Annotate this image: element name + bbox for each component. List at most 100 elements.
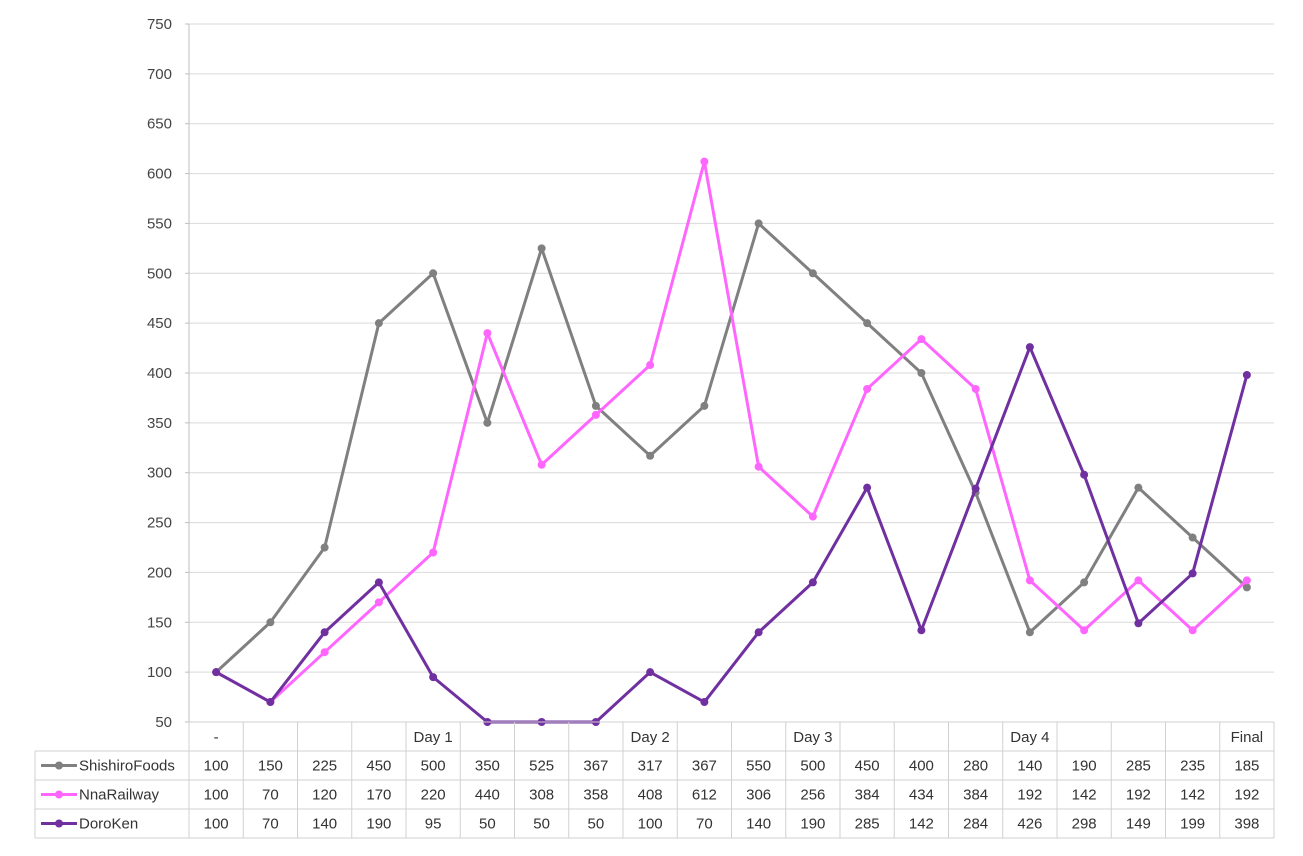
x-category-label: Day 1 (414, 729, 453, 746)
table-cell-value: 398 (1234, 816, 1259, 833)
data-point (754, 219, 763, 228)
data-point (971, 484, 980, 493)
y-tick-label: 700 (147, 66, 172, 83)
data-point (374, 598, 383, 607)
table-cell-value: 185 (1234, 758, 1259, 775)
data-point (429, 548, 438, 557)
data-point (1188, 533, 1197, 542)
table-cell-value: 50 (533, 816, 550, 833)
data-point (320, 628, 329, 637)
legend-series-name: NnaRailway (79, 787, 160, 804)
y-tick-label: 550 (147, 215, 172, 232)
series-line (214, 160, 1249, 704)
table-cell-value: 70 (262, 787, 279, 804)
data-point (212, 668, 221, 677)
data-point (646, 668, 655, 677)
table-cell-value: 358 (583, 787, 608, 804)
data-point (320, 648, 329, 657)
data-point (863, 483, 872, 492)
table-cell-value: 500 (421, 758, 446, 775)
x-category-label: Day 2 (631, 729, 670, 746)
data-point (1242, 583, 1251, 592)
table-cell-value: 225 (312, 758, 337, 775)
data-point (1134, 576, 1143, 585)
y-tick-label: 400 (147, 365, 172, 382)
data-point (537, 460, 546, 469)
table-cell-value: 256 (800, 787, 825, 804)
table-cell-value: 440 (475, 787, 500, 804)
data-point (591, 410, 600, 419)
y-tick-label: 300 (147, 465, 172, 482)
data-point (646, 361, 655, 370)
table-cell-value: 190 (800, 816, 825, 833)
y-tick-label: 350 (147, 415, 172, 432)
series-line (214, 345, 1249, 724)
data-point (917, 335, 926, 344)
data-point (754, 462, 763, 471)
table-cell-value: 550 (746, 758, 771, 775)
gridlines (189, 23, 1274, 723)
table-cell-value: 317 (638, 758, 663, 775)
table-cell-value: 612 (692, 787, 717, 804)
data-point (429, 269, 438, 278)
data-point (808, 512, 817, 521)
data-point (863, 319, 872, 328)
legend-key-marker (55, 819, 63, 828)
data-point (1242, 370, 1251, 379)
data-point (429, 673, 438, 682)
table-cell-value: 142 (909, 816, 934, 833)
data-point (754, 628, 763, 637)
data-point (537, 244, 546, 253)
data-point (266, 698, 275, 707)
table-cell-value: 367 (692, 758, 717, 775)
table-cell-value: 192 (1234, 787, 1259, 804)
data-point (808, 269, 817, 278)
table-cell-value: 285 (855, 816, 880, 833)
table-cell-value: 306 (746, 787, 771, 804)
data-point (374, 319, 383, 328)
data-point (374, 578, 383, 587)
table-cell-value: 150 (258, 758, 283, 775)
table-cell-value: 140 (746, 816, 771, 833)
data-table: - Day 1 Day 2 Day 3 Day 4 Final ShishiroFoods 1… (34, 721, 1275, 839)
table-cell-value: 426 (1017, 816, 1042, 833)
y-tick-label: 250 (147, 515, 172, 532)
table-cell-value: 450 (855, 758, 880, 775)
table-cell-value: 220 (421, 787, 446, 804)
data-point (266, 618, 275, 627)
legend-key-marker (55, 790, 63, 799)
y-tick-label: 750 (147, 16, 172, 33)
data-point (1080, 578, 1089, 587)
table-cell-value: 384 (855, 787, 880, 804)
table-cell-value: 190 (1072, 758, 1097, 775)
table-cell-value: 384 (963, 787, 988, 804)
table-cell-value: 284 (963, 816, 988, 833)
data-point (808, 578, 817, 587)
data-point (1080, 626, 1089, 635)
table-cell-value: 350 (475, 758, 500, 775)
x-category-label: Day 3 (793, 729, 832, 746)
y-tick-label: 650 (147, 116, 172, 133)
x-category-label: - (214, 729, 219, 746)
table-cell-value: 285 (1126, 758, 1151, 775)
legend-series-name: ShishiroFoods (79, 758, 175, 775)
x-category-label: Final (1231, 729, 1264, 746)
data-point (646, 451, 655, 460)
data-point (483, 418, 492, 427)
table-cell-value: 100 (204, 816, 229, 833)
table-cell-value: 408 (638, 787, 663, 804)
table-cell-value: 192 (1126, 787, 1151, 804)
data-point (591, 401, 600, 410)
data-point (700, 157, 709, 166)
table-cell-value: 142 (1180, 787, 1205, 804)
table-cell-value: 100 (204, 787, 229, 804)
table-cell-value: 120 (312, 787, 337, 804)
table-cell-value: 50 (479, 816, 496, 833)
y-tick-label: 100 (147, 664, 172, 681)
table-cell-value: 525 (529, 758, 554, 775)
data-point (320, 543, 329, 552)
data-point (917, 369, 926, 377)
data-point (1242, 576, 1251, 585)
table-cell-value: 400 (909, 758, 934, 775)
